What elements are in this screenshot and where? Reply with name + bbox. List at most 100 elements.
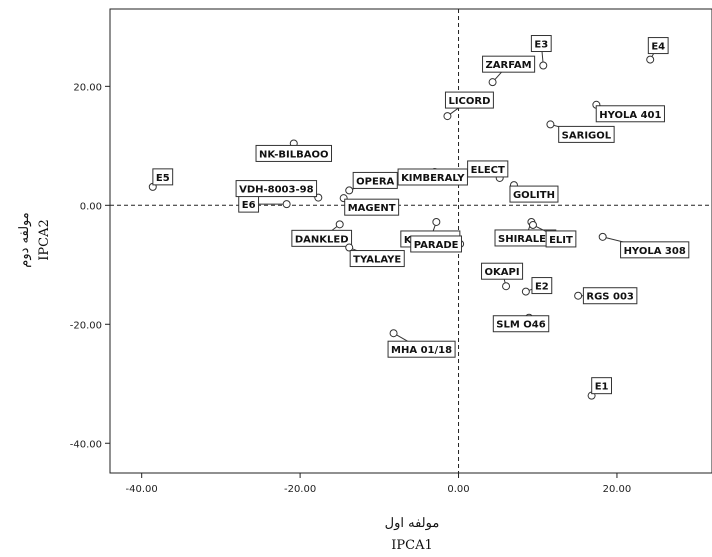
point-label-box	[444, 91, 494, 109]
point-label-box	[582, 287, 638, 305]
y-tick-label: -40.00	[70, 439, 102, 450]
point-hyola-308: HYOLA 308	[598, 232, 690, 259]
point-elect: ELECT	[467, 160, 509, 182]
x-axis-title-fa: مولفه اول	[385, 516, 440, 531]
x-tick-label: -40.00	[126, 484, 158, 495]
point-label: GOLITH	[513, 190, 555, 201]
point-label-box	[647, 37, 669, 55]
point-label: E2	[535, 282, 549, 293]
point-licord: LICORD	[443, 91, 494, 121]
x-tick-label: 0.00	[447, 484, 469, 495]
point-marker	[488, 78, 497, 87]
point-e6: E6	[238, 195, 291, 213]
point-marker	[432, 217, 441, 226]
point-hyola-401: HYOLA 401	[592, 100, 665, 123]
point-label: MAGENT	[348, 203, 396, 214]
point-marker	[282, 200, 291, 209]
point-zarfam: ZARFAM	[482, 55, 536, 87]
y-tick-label: 0.00	[80, 201, 102, 212]
point-label-box	[352, 171, 398, 189]
point-parade: PARADE	[410, 235, 465, 253]
point-label-box	[481, 262, 524, 280]
point-dankled: DANKLED	[291, 220, 353, 247]
point-label: PARADE	[414, 240, 459, 251]
point-marker	[335, 220, 344, 229]
point-label-box	[397, 168, 468, 186]
point-marker	[539, 61, 548, 70]
point-label: SARIGOL	[562, 130, 612, 141]
point-label-box	[509, 185, 559, 203]
point-e1: E1	[587, 377, 612, 400]
point-label: OKAPI	[485, 267, 520, 278]
point-label-box	[545, 230, 577, 248]
point-label: E1	[595, 382, 609, 393]
point-label-box	[530, 35, 552, 53]
point-marker	[546, 120, 555, 129]
point-marker	[502, 282, 511, 291]
x-tick-label: -20.00	[284, 484, 316, 495]
point-label: E3	[534, 40, 548, 51]
point-label: MHA 01/18	[391, 345, 452, 356]
point-label-box	[235, 180, 318, 198]
point-vdh-8003-98: VDH-8003-98	[235, 180, 323, 202]
point-label: KIMBERALY	[401, 173, 465, 184]
point-label: HYOLA 308	[624, 246, 686, 257]
x-tick-label: 20.00	[603, 484, 632, 495]
point-tyalaye: TYALAYE	[345, 243, 405, 268]
point-e5: E5	[148, 168, 174, 191]
data-points: E1 E2 E3 E4 E5 E6 ZARFAM LICORD HYOLA 401 SARIGOL…	[148, 35, 690, 400]
y-axis-ticks: -40.00 -20.00 0.00 20.00	[70, 82, 110, 450]
y-tick-label: 20.00	[73, 82, 102, 93]
point-marker	[345, 186, 354, 195]
point-label-box	[344, 198, 400, 216]
point-marker	[443, 112, 452, 121]
point-label: HYOLA 401	[599, 110, 661, 121]
point-marker	[521, 287, 530, 296]
point-label-box	[482, 55, 536, 73]
point-label-box	[492, 315, 550, 333]
point-label: RGS 003	[586, 292, 634, 303]
point-label: ZARFAM	[486, 60, 532, 71]
point-label-box	[620, 241, 690, 259]
point-label: ELECT	[471, 165, 505, 176]
point-label: SHIRALEE	[498, 234, 553, 245]
point-marker	[574, 291, 583, 300]
point-label: VDH-8003-98	[239, 185, 314, 196]
point-marker	[528, 220, 537, 229]
point-label: ELIT	[549, 235, 573, 246]
point-golith: GOLITH	[509, 181, 559, 203]
point-label-box	[591, 377, 612, 395]
point-label-box	[595, 105, 665, 123]
point-label-box	[349, 250, 405, 268]
point-label: DANKLED	[295, 234, 349, 245]
point-kimberaly: KIMBERALY	[397, 167, 468, 186]
point-label-box	[255, 144, 333, 162]
point-marker	[646, 55, 655, 64]
point-elit: ELIT	[528, 220, 577, 248]
point-label-box	[410, 235, 462, 253]
point-opera: OPERA	[345, 171, 398, 195]
point-label-box	[387, 340, 456, 358]
point-label: SLM O46	[496, 320, 545, 331]
point-label: E6	[242, 200, 256, 211]
point-nk-bilbaoo: NK-BILBAOO	[255, 139, 333, 162]
x-axis-title: IPCA1	[391, 538, 433, 553]
point-label-box	[152, 168, 174, 186]
point-label: LICORD	[448, 96, 490, 107]
point-rgs-003: RGS 003	[574, 287, 638, 305]
point-marker	[345, 243, 354, 252]
point-e4: E4	[646, 37, 669, 64]
point-label: E5	[156, 173, 170, 184]
point-label-box	[558, 125, 615, 143]
point-marker	[389, 329, 398, 338]
y-axis-title-fa: مولفه دوم	[17, 212, 32, 267]
x-axis-ticks: -40.00 -20.00 0.00 20.00	[126, 473, 632, 495]
point-okapi: OKAPI	[481, 262, 524, 291]
point-sarigol: SARIGOL	[546, 120, 615, 143]
point-slm-o46: SLM O46	[492, 313, 550, 333]
point-marker	[598, 232, 607, 241]
point-mha-01-18: MHA 01/18	[387, 329, 456, 358]
point-label: OPERA	[356, 176, 394, 187]
point-label-box	[291, 229, 353, 247]
